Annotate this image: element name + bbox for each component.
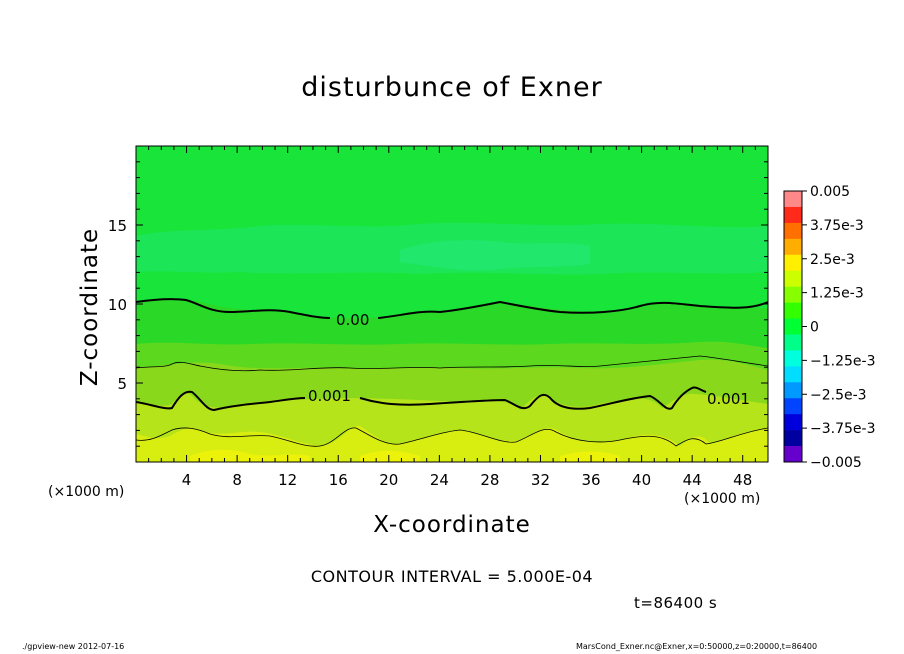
y-tick-label: 10 — [108, 296, 127, 314]
colorbar-label: 0 — [810, 320, 819, 336]
band-bottom-yellow — [190, 449, 620, 462]
band-bottom — [136, 425, 768, 462]
colorbar-label: 3.75e-3 — [810, 218, 864, 234]
colorbar-label: 0.005 — [810, 184, 850, 200]
colorbar-swatch — [784, 446, 802, 463]
x-tick-label: 44 — [683, 471, 702, 489]
colorbar-swatch — [784, 430, 802, 447]
band-upper-lighter — [400, 240, 590, 271]
x-tick-label: 36 — [581, 471, 600, 489]
x-tick-label: 16 — [329, 471, 348, 489]
x-axis-label: X-coordinate — [373, 512, 531, 538]
plot-area — [136, 146, 768, 462]
colorbar-label: 2.5e-3 — [810, 252, 855, 268]
colorbar-swatch — [784, 238, 802, 256]
y-axis-ticks: 5 10 15 — [108, 161, 768, 447]
colorbar-label: −0.005 — [810, 455, 862, 471]
colorbar-swatch — [784, 302, 802, 319]
x-tick-label: 12 — [278, 471, 297, 489]
contour-line-thin-lower — [136, 427, 768, 447]
footer-right: MarsCond_Exner.nc@Exner,x=0:50000,z=0:20… — [576, 642, 818, 651]
y-axis-label: Z-coordinate — [77, 227, 103, 387]
colorbar-swatch — [784, 318, 802, 335]
colorbar-swatch — [784, 206, 802, 224]
colorbar-label: 1.25e-3 — [810, 286, 864, 302]
x-tick-label: 8 — [232, 471, 242, 489]
colorbar-swatch — [784, 254, 802, 272]
colorbar: 0.005 3.75e-3 2.5e-3 1.25e-3 0 −1.25e-3 −2.5e-… — [783, 184, 875, 471]
time-label: t=86400 s — [634, 594, 718, 612]
y-tick-label: 5 — [117, 375, 127, 393]
colorbar-swatch — [784, 222, 802, 240]
colorbar-swatch — [784, 382, 802, 399]
x-tick-label: 28 — [480, 471, 499, 489]
colorbar-swatch — [784, 366, 802, 383]
contour-label-zero: 0.00 — [336, 311, 369, 329]
contour-interval-text: CONTOUR INTERVAL = 5.000E-04 — [310, 567, 594, 586]
footer-left: ./gpview-new 2012-07-16 — [22, 642, 125, 651]
colorbar-swatch — [784, 414, 802, 431]
colorbar-swatch — [784, 191, 802, 208]
contour-line-thin-upper — [136, 355, 768, 372]
contour-line-zero — [136, 298, 768, 319]
colorbar-swatch — [784, 350, 802, 367]
x-tick-label: 4 — [182, 471, 192, 489]
x-axis-ticks: 4 8 12 16 20 24 28 32 36 40 44 48 — [148, 146, 756, 489]
colorbar-label: −3.75e-3 — [810, 421, 875, 437]
colorbar-label: −2.5e-3 — [810, 387, 867, 403]
x-tick-label: 48 — [733, 471, 752, 489]
colorbar-label: −1.25e-3 — [810, 353, 875, 369]
colorbar-swatch — [784, 270, 802, 287]
x-tick-label: 40 — [632, 471, 651, 489]
contour-label-0001-left: 0.001 — [308, 387, 351, 405]
contour-line-0001 — [136, 386, 707, 412]
x-tick-label: 20 — [379, 471, 398, 489]
chart-title: disturbunce of Exner — [301, 72, 603, 103]
colorbar-swatch — [784, 398, 802, 415]
x-unit-label-right: (×1000 m) — [684, 491, 761, 507]
colorbar-swatch — [784, 334, 802, 351]
x-unit-label-left: (×1000 m) — [48, 484, 125, 500]
contour-label-0001-right: 0.001 — [707, 390, 750, 408]
x-tick-label: 32 — [531, 471, 550, 489]
x-tick-label: 24 — [430, 471, 449, 489]
colorbar-swatch — [784, 286, 802, 303]
y-tick-label: 15 — [108, 217, 127, 235]
